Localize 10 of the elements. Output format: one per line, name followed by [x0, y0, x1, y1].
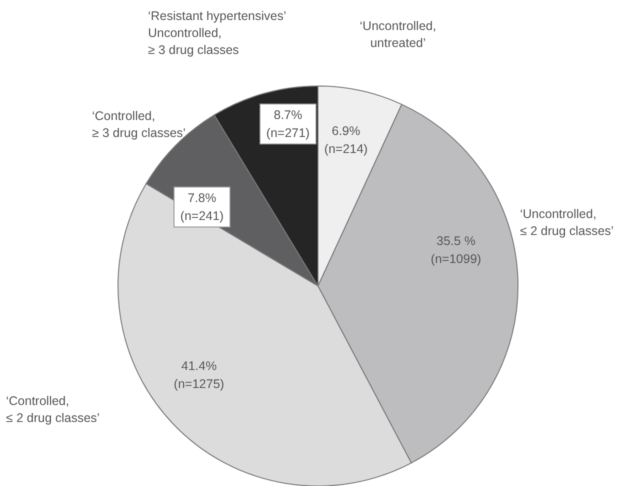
slice-label: ‘Uncontrolled, ≤ 2 drug classes’: [520, 207, 614, 238]
data-label: 8.7% (n=271): [266, 108, 310, 140]
data-label: 35.5 % (n=1099): [430, 234, 482, 266]
slice-label: ‘Controlled, ≤ 2 drug classes’: [6, 394, 100, 425]
slice-label: ‘Controlled, ≥ 3 drug classes’: [92, 109, 186, 140]
slice-label: ‘Resistant hypertensives’ Uncontrolled, ≥ 3 drug classes: [148, 9, 286, 57]
data-label: 41.4% (n=1275): [174, 359, 224, 391]
slice-label: ‘Uncontrolled, untreated’: [360, 19, 436, 50]
data-label: 7.8% (n=241): [180, 191, 224, 223]
data-label: 6.9% (n=214): [324, 124, 368, 156]
